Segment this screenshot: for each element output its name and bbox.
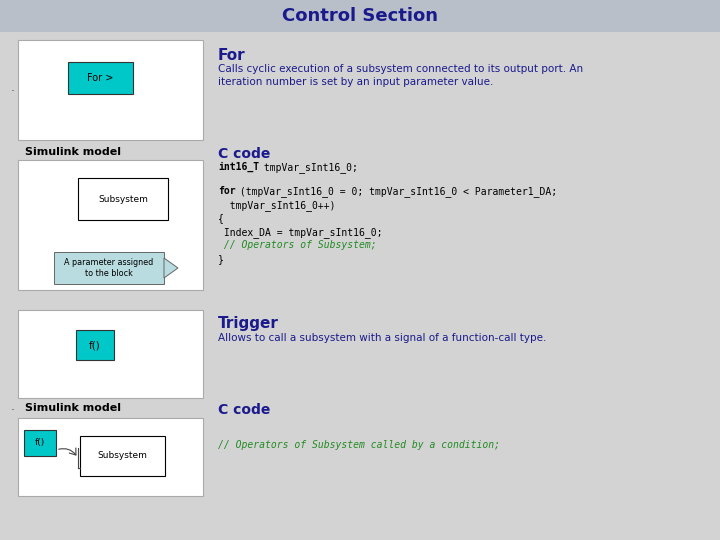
Bar <box>76 330 114 360</box>
FancyArrowPatch shape <box>58 448 76 455</box>
Text: ·: · <box>11 404 15 417</box>
Polygon shape <box>164 258 178 278</box>
Bar <box>68 62 133 94</box>
Text: ·: · <box>11 85 15 98</box>
Text: C code: C code <box>218 403 271 417</box>
Text: tmpVar_sInt16_0++): tmpVar_sInt16_0++) <box>218 200 336 211</box>
Text: For >: For > <box>87 73 113 83</box>
Text: Allows to call a subsystem with a signal of a function-call type.: Allows to call a subsystem with a signal… <box>218 333 546 343</box>
Text: For: For <box>218 48 246 63</box>
Bar <box>54 252 164 284</box>
Text: (tmpVar_sInt16_0 = 0; tmpVar_sInt16_0 < Parameter1_DA;: (tmpVar_sInt16_0 = 0; tmpVar_sInt16_0 < … <box>234 186 557 197</box>
Text: int16_T: int16_T <box>218 162 259 172</box>
Bar <box>18 310 203 398</box>
Text: f(): f() <box>89 340 101 350</box>
Bar <box>0 0 720 32</box>
Text: f(): f() <box>35 438 45 448</box>
Text: Index_DA = tmpVar_sInt16_0;: Index_DA = tmpVar_sInt16_0; <box>218 227 382 238</box>
Bar <box>18 40 203 140</box>
Bar <box>80 436 165 476</box>
Text: Trigger: Trigger <box>218 316 279 331</box>
Text: tmpVar_sInt16_0;: tmpVar_sInt16_0; <box>258 162 358 173</box>
Text: for: for <box>218 186 235 197</box>
Bar <box>18 160 203 290</box>
Text: }: } <box>218 254 224 264</box>
Text: Simulink model: Simulink model <box>25 403 121 413</box>
Text: Control Section: Control Section <box>282 7 438 25</box>
Text: Subsystem: Subsystem <box>97 451 147 461</box>
Text: Simulink model: Simulink model <box>25 147 121 157</box>
Bar <box>18 418 203 496</box>
Text: C code: C code <box>218 147 271 161</box>
Text: Subsystem: Subsystem <box>98 194 148 204</box>
Text: {: { <box>218 213 224 224</box>
Text: A parameter assigned
to the block: A parameter assigned to the block <box>64 258 153 278</box>
Text: // Operators of Subsystem called by a condition;: // Operators of Subsystem called by a co… <box>218 440 500 450</box>
Text: // Operators of Subsystem;: // Operators of Subsystem; <box>218 240 377 251</box>
Bar <box>78 178 168 220</box>
Text: Calls cyclic execution of a subsystem connected to its output port. An
iteration: Calls cyclic execution of a subsystem co… <box>218 64 583 87</box>
Bar <box>24 430 56 456</box>
